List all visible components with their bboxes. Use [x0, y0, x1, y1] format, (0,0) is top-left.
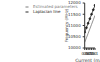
svg-text:Frequency (MHz): Frequency (MHz) [64, 8, 69, 42]
html-text:Estimated parameters: Estimated parameters [33, 4, 78, 9]
svg-text:11500: 11500 [68, 12, 81, 17]
svg-text:11000: 11000 [68, 23, 81, 28]
svg-text:10000: 10000 [68, 45, 81, 50]
html-text:Laplacian line: Laplacian line [33, 9, 61, 14]
svg-text:12000: 12000 [68, 0, 81, 5]
svg-text:1.1: 1.1 [92, 51, 93, 56]
svg-text:10500: 10500 [68, 34, 81, 39]
svg-text:Current (mA): Current (mA) [75, 58, 92, 62]
